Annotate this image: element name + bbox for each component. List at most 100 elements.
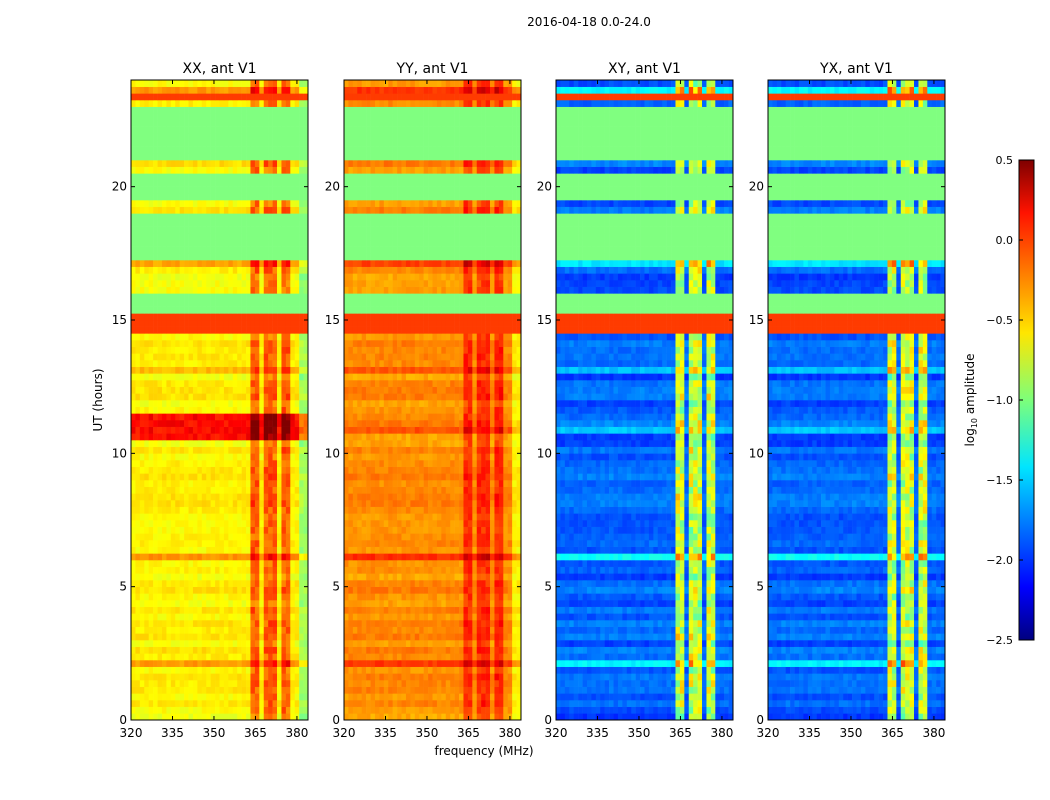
heatmap-cell xyxy=(157,546,163,554)
heatmap-cell xyxy=(175,700,180,707)
heatmap-cell xyxy=(184,613,189,621)
heatmap-cell xyxy=(148,573,154,581)
heatmap-cell xyxy=(179,340,185,347)
heatmap-cell xyxy=(277,246,282,254)
heatmap-cell xyxy=(250,306,256,314)
heatmap-cell xyxy=(281,346,287,354)
heatmap-cell xyxy=(161,260,167,267)
heatmap-cell xyxy=(215,80,220,87)
heatmap-cell xyxy=(516,546,522,554)
heatmap-cell xyxy=(153,613,158,621)
heatmap-cell xyxy=(197,226,203,234)
heatmap-cell xyxy=(210,366,216,374)
heatmap-cell xyxy=(277,386,282,394)
heatmap-cell xyxy=(153,300,158,307)
heatmap-cell xyxy=(290,166,296,174)
heatmap-cell xyxy=(184,466,189,474)
heatmap-cell xyxy=(428,586,433,594)
heatmap-cell xyxy=(135,533,141,541)
heatmap-cell xyxy=(352,666,358,674)
heatmap-cell xyxy=(366,666,371,674)
heatmap-cell xyxy=(259,320,265,327)
heatmap-cell xyxy=(454,553,460,561)
heatmap-cell xyxy=(184,253,189,261)
heatmap-cell xyxy=(241,553,247,561)
heatmap-cell xyxy=(206,446,211,454)
heatmap-cell xyxy=(250,186,256,194)
heatmap-cell xyxy=(188,700,194,707)
heatmap-cell xyxy=(175,500,180,507)
heatmap-cell xyxy=(246,333,251,341)
heatmap-cell xyxy=(223,666,229,674)
heatmap-cell xyxy=(414,573,420,581)
heatmap-cell xyxy=(237,253,242,261)
heatmap-cell xyxy=(388,626,393,634)
heatmap-cell xyxy=(228,300,234,307)
heatmap-cell xyxy=(184,360,189,367)
heatmap-cell xyxy=(281,666,287,674)
heatmap-cell xyxy=(472,613,478,621)
heatmap-cell xyxy=(219,146,225,154)
heatmap-cell xyxy=(254,320,260,327)
heatmap-cell xyxy=(135,560,141,567)
heatmap-cell xyxy=(210,246,216,254)
heatmap-cell xyxy=(184,193,189,201)
heatmap-cell xyxy=(192,706,198,714)
heatmap-cell xyxy=(383,540,389,547)
heatmap-cell xyxy=(135,260,141,267)
heatmap-cell xyxy=(219,246,225,254)
heatmap-cell xyxy=(170,200,176,207)
heatmap-cell xyxy=(188,513,194,521)
heatmap-cell xyxy=(192,653,198,661)
heatmap-cell xyxy=(232,320,238,327)
heatmap-cell xyxy=(250,386,256,394)
heatmap-cell xyxy=(285,420,291,427)
heatmap-cell xyxy=(153,560,158,567)
heatmap-cell xyxy=(503,620,509,627)
heatmap-cell xyxy=(272,413,278,421)
heatmap-cell xyxy=(188,200,194,207)
heatmap-cell xyxy=(459,673,464,681)
heatmap-cell xyxy=(241,593,247,601)
heatmap-cell xyxy=(463,706,469,714)
heatmap-cell xyxy=(272,613,278,621)
heatmap-cell xyxy=(166,466,172,474)
heatmap-cell xyxy=(254,533,260,541)
heatmap-cell xyxy=(374,646,380,654)
heatmap-cell xyxy=(188,600,194,607)
heatmap-cell xyxy=(254,433,260,441)
heatmap-cell xyxy=(285,620,291,627)
heatmap-cell xyxy=(246,526,251,534)
heatmap-cell xyxy=(259,313,265,321)
heatmap-cell xyxy=(299,606,304,614)
heatmap-cell xyxy=(219,166,225,174)
heatmap-cell xyxy=(219,400,225,407)
heatmap-cell xyxy=(348,606,354,614)
heatmap-cell xyxy=(441,613,447,621)
heatmap-cell xyxy=(210,333,216,341)
heatmap-cell xyxy=(294,433,300,441)
heatmap-cell xyxy=(223,153,229,161)
heatmap-cell xyxy=(423,580,429,587)
heatmap-cell xyxy=(179,100,185,107)
heatmap-cell xyxy=(148,153,154,161)
heatmap-cell xyxy=(397,533,402,541)
heatmap-cell xyxy=(423,673,429,681)
heatmap-cell xyxy=(259,486,265,494)
heatmap-cell xyxy=(232,393,238,401)
heatmap-cell xyxy=(179,693,185,701)
heatmap-cell xyxy=(184,380,189,387)
heatmap-cell xyxy=(232,80,238,87)
heatmap-cell xyxy=(294,140,300,147)
heatmap-cell xyxy=(223,313,229,321)
heatmap-cell xyxy=(410,713,416,721)
y-tick-label: 0 xyxy=(119,713,127,727)
heatmap-cell xyxy=(423,666,429,674)
heatmap-cell xyxy=(237,633,242,641)
heatmap-cell xyxy=(170,260,176,267)
heatmap-cell xyxy=(357,680,362,687)
heatmap-cell xyxy=(153,186,158,194)
heatmap-cell xyxy=(428,666,433,674)
heatmap-cell xyxy=(272,213,278,221)
heatmap-cell xyxy=(188,393,194,401)
